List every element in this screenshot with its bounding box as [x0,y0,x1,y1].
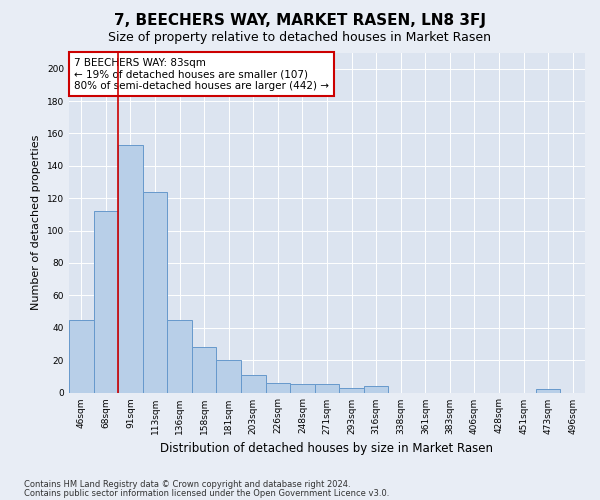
Text: Size of property relative to detached houses in Market Rasen: Size of property relative to detached ho… [109,31,491,44]
Bar [339,388,364,392]
Text: 7 BEECHERS WAY: 83sqm
← 19% of detached houses are smaller (107)
80% of semi-det: 7 BEECHERS WAY: 83sqm ← 19% of detached … [74,58,329,91]
Text: Contains HM Land Registry data © Crown copyright and database right 2024.: Contains HM Land Registry data © Crown c… [24,480,350,489]
Text: 7, BEECHERS WAY, MARKET RASEN, LN8 3FJ: 7, BEECHERS WAY, MARKET RASEN, LN8 3FJ [114,12,486,28]
Bar [266,383,290,392]
Text: Contains public sector information licensed under the Open Government Licence v3: Contains public sector information licen… [24,488,389,498]
Y-axis label: Number of detached properties: Number of detached properties [31,135,41,310]
Bar [167,320,192,392]
Bar [69,320,94,392]
Bar [192,347,217,393]
Bar [118,145,143,392]
Bar [364,386,388,392]
Bar [290,384,315,392]
Bar [315,384,339,392]
Bar [143,192,167,392]
Bar [241,374,266,392]
Bar [217,360,241,392]
X-axis label: Distribution of detached houses by size in Market Rasen: Distribution of detached houses by size … [161,442,493,455]
Bar [536,390,560,392]
Bar [94,211,118,392]
